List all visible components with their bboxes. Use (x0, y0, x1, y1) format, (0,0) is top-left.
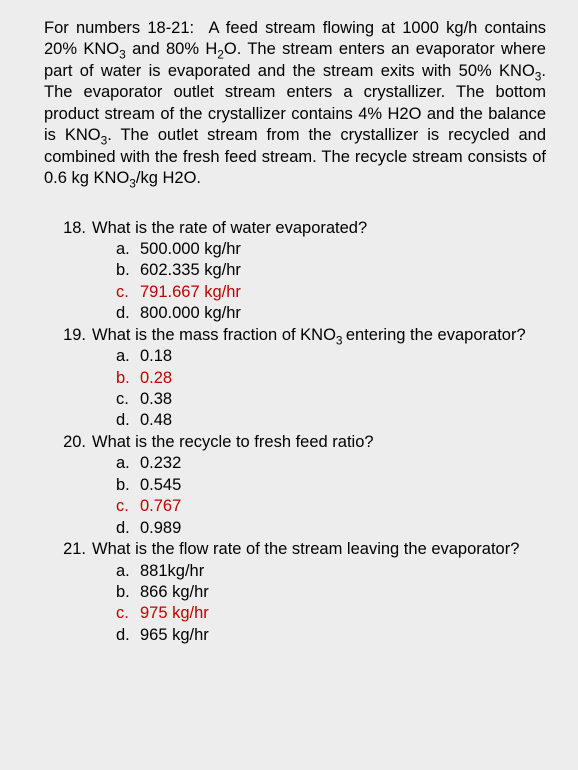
option-value: 791.667 kg/hr (140, 282, 241, 303)
option-letter: d. (116, 303, 140, 324)
option-letter: b. (116, 582, 140, 603)
option-letter: d. (116, 518, 140, 539)
question-row: 18.What is the rate of water evaporated? (62, 218, 546, 239)
option-row: d.0.48 (116, 410, 546, 431)
question: 20.What is the recycle to fresh feed rat… (62, 432, 546, 539)
option-letter: a. (116, 239, 140, 260)
option-row: c.0.767 (116, 496, 546, 517)
question-number: 19. (62, 325, 92, 346)
option-value: 602.335 kg/hr (140, 260, 241, 281)
option-letter: b. (116, 260, 140, 281)
option-row: b.602.335 kg/hr (116, 260, 546, 281)
option-value: 965 kg/hr (140, 625, 209, 646)
option-row: a.0.18 (116, 346, 546, 367)
option-row: c.0.38 (116, 389, 546, 410)
options: a.0.18b.0.28c.0.38d.0.48 (62, 346, 546, 432)
option-row: d.965 kg/hr (116, 625, 546, 646)
question-number: 21. (62, 539, 92, 560)
question: 21.What is the flow rate of the stream l… (62, 539, 546, 646)
option-letter: c. (116, 282, 140, 303)
question: 19.What is the mass fraction of KNO3 ent… (62, 325, 546, 432)
option-letter: d. (116, 625, 140, 646)
question-row: 19.What is the mass fraction of KNO3 ent… (62, 325, 546, 346)
option-letter: b. (116, 475, 140, 496)
option-row: b.866 kg/hr (116, 582, 546, 603)
questions-block: 18.What is the rate of water evaporated?… (44, 218, 546, 647)
question-row: 20.What is the recycle to fresh feed rat… (62, 432, 546, 453)
option-value: 0.989 (140, 518, 181, 539)
option-row: d.800.000 kg/hr (116, 303, 546, 324)
options: a.0.232b.0.545c.0.767d.0.989 (62, 453, 546, 539)
question: 18.What is the rate of water evaporated?… (62, 218, 546, 325)
option-row: d.0.989 (116, 518, 546, 539)
option-letter: c. (116, 603, 140, 624)
option-value: 0.18 (140, 346, 172, 367)
option-value: 500.000 kg/hr (140, 239, 241, 260)
question-row: 21.What is the flow rate of the stream l… (62, 539, 546, 560)
option-row: a.500.000 kg/hr (116, 239, 546, 260)
question-number: 20. (62, 432, 92, 453)
option-letter: a. (116, 453, 140, 474)
option-letter: b. (116, 368, 140, 389)
option-value: 881kg/hr (140, 561, 204, 582)
option-value: 866 kg/hr (140, 582, 209, 603)
option-value: 0.545 (140, 475, 181, 496)
option-letter: a. (116, 346, 140, 367)
question-number: 18. (62, 218, 92, 239)
option-letter: a. (116, 561, 140, 582)
option-letter: c. (116, 389, 140, 410)
option-letter: c. (116, 496, 140, 517)
question-text: What is the recycle to fresh feed ratio? (92, 432, 546, 453)
option-row: c.975 kg/hr (116, 603, 546, 624)
question-text: What is the rate of water evaporated? (92, 218, 546, 239)
option-value: 975 kg/hr (140, 603, 209, 624)
question-text: What is the flow rate of the stream leav… (92, 539, 546, 560)
option-row: a.0.232 (116, 453, 546, 474)
option-value: 0.767 (140, 496, 181, 517)
options: a.881kg/hrb.866 kg/hrc.975 kg/hrd.965 kg… (62, 561, 546, 647)
option-row: c.791.667 kg/hr (116, 282, 546, 303)
question-text: What is the mass fraction of KNO3 enteri… (92, 325, 546, 346)
option-value: 0.28 (140, 368, 172, 389)
options: a.500.000 kg/hrb.602.335 kg/hrc.791.667 … (62, 239, 546, 325)
option-row: b.0.545 (116, 475, 546, 496)
option-letter: d. (116, 410, 140, 431)
option-value: 0.48 (140, 410, 172, 431)
option-value: 800.000 kg/hr (140, 303, 241, 324)
option-value: 0.232 (140, 453, 181, 474)
option-row: b.0.28 (116, 368, 546, 389)
option-row: a.881kg/hr (116, 561, 546, 582)
option-value: 0.38 (140, 389, 172, 410)
intro-paragraph: For numbers 18-21: A feed stream flowing… (44, 18, 546, 190)
